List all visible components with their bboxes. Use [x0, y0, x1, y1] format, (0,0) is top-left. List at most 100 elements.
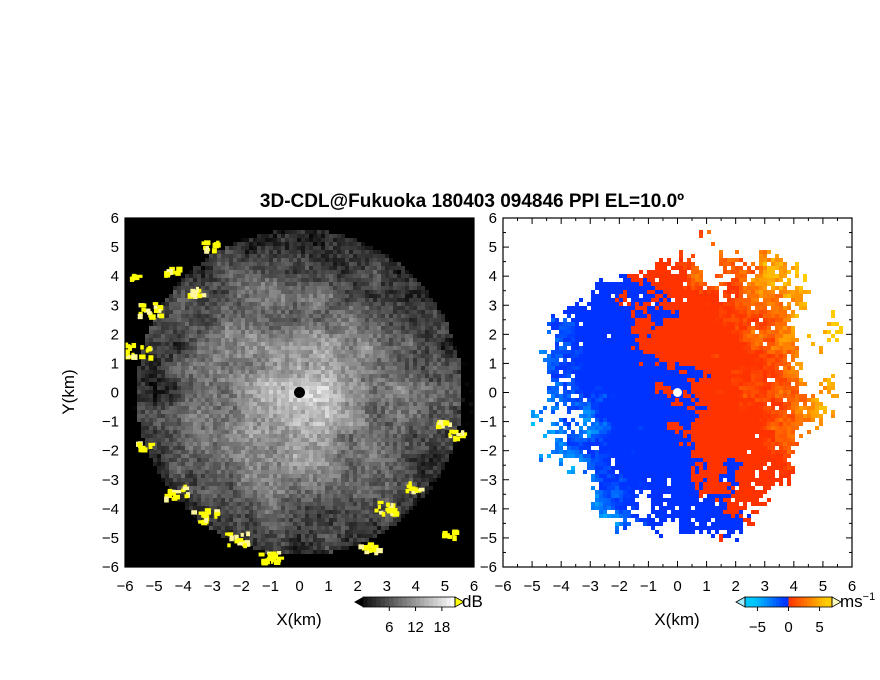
backscatter-cell — [361, 382, 365, 386]
backscatter-cell — [361, 262, 365, 266]
backscatter-cell — [421, 350, 425, 354]
backscatter-cell — [365, 314, 369, 318]
backscatter-cell — [413, 426, 417, 430]
backscatter-cell — [441, 266, 445, 270]
backscatter-cell — [345, 346, 349, 350]
backscatter-cell — [257, 242, 261, 246]
backscatter-cell — [293, 366, 297, 370]
backscatter-cell — [353, 390, 357, 394]
backscatter-cell — [293, 402, 297, 406]
backscatter-cell — [345, 290, 349, 294]
backscatter-cell — [465, 322, 469, 326]
backscatter-cell — [405, 230, 409, 234]
backscatter-cell — [341, 250, 345, 254]
backscatter-cell — [153, 334, 157, 338]
backscatter-cell — [425, 350, 429, 354]
backscatter-cell — [241, 302, 245, 306]
backscatter-cell — [185, 438, 189, 442]
backscatter-cell — [173, 242, 177, 246]
backscatter-cell — [189, 322, 193, 326]
backscatter-cell — [437, 438, 441, 442]
backscatter-cell — [253, 318, 257, 322]
backscatter-cell — [385, 326, 389, 330]
backscatter-cell — [265, 298, 269, 302]
backscatter-cell — [293, 270, 297, 274]
backscatter-cell — [433, 374, 437, 378]
backscatter-cell — [333, 394, 337, 398]
backscatter-cell — [361, 310, 365, 314]
backscatter-cell — [337, 366, 341, 370]
backscatter-cell — [221, 346, 225, 350]
backscatter-cell — [329, 378, 333, 382]
backscatter-cell — [261, 330, 265, 334]
backscatter-cell — [269, 250, 273, 254]
backscatter-cell — [197, 390, 201, 394]
backscatter-cell — [253, 418, 257, 422]
backscatter-cell — [369, 330, 373, 334]
backscatter-cell — [153, 414, 157, 418]
backscatter-cell — [449, 330, 453, 334]
backscatter-cell — [253, 394, 257, 398]
backscatter-cell — [433, 278, 437, 282]
backscatter-cell — [453, 362, 457, 366]
backscatter-cell — [337, 250, 341, 254]
backscatter-cell — [309, 222, 313, 226]
backscatter-cell — [293, 326, 297, 330]
backscatter-cell — [305, 422, 309, 426]
backscatter-cell — [317, 346, 321, 350]
backscatter-cell — [225, 330, 229, 334]
backscatter-cell — [373, 394, 377, 398]
backscatter-cell — [189, 442, 193, 446]
backscatter-cell — [453, 414, 457, 418]
backscatter-cell — [145, 226, 149, 230]
backscatter-cell — [161, 246, 165, 250]
backscatter-cell — [141, 414, 145, 418]
backscatter-cell — [229, 262, 233, 266]
backscatter-cell — [281, 286, 285, 290]
backscatter-cell — [265, 294, 269, 298]
backscatter-cell — [329, 226, 333, 230]
backscatter-cell — [265, 274, 269, 278]
backscatter-cell — [213, 274, 217, 278]
backscatter-cell — [313, 342, 317, 346]
backscatter-cell — [325, 322, 329, 326]
backscatter-cell — [189, 422, 193, 426]
backscatter-cell — [125, 394, 129, 398]
backscatter-cell — [145, 222, 149, 226]
backscatter-cell — [257, 398, 261, 402]
backscatter-cell — [377, 346, 381, 350]
backscatter-cell — [133, 418, 137, 422]
backscatter-cell — [469, 430, 473, 434]
backscatter-cell — [277, 418, 281, 422]
backscatter-cell — [149, 250, 153, 254]
backscatter-cell — [309, 226, 313, 230]
backscatter-cell — [245, 374, 249, 378]
backscatter-cell — [453, 290, 457, 294]
backscatter-cell — [465, 394, 469, 398]
backscatter-cell — [437, 302, 441, 306]
backscatter-cell — [457, 226, 461, 230]
backscatter-cell — [129, 410, 133, 414]
backscatter-cell — [217, 234, 221, 238]
backscatter-cell — [125, 370, 129, 374]
backscatter-cell — [449, 374, 453, 378]
backscatter-cell — [409, 294, 413, 298]
backscatter-cell — [281, 302, 285, 306]
backscatter-cell — [277, 406, 281, 410]
backscatter-cell — [313, 318, 317, 322]
backscatter-cell — [401, 322, 405, 326]
backscatter-cell — [249, 326, 253, 330]
backscatter-cell — [421, 330, 425, 334]
backscatter-cell — [377, 310, 381, 314]
backscatter-cell — [189, 298, 193, 302]
backscatter-cell — [397, 434, 401, 438]
backscatter-cell — [317, 230, 321, 234]
backscatter-cell — [413, 294, 417, 298]
backscatter-cell — [333, 390, 337, 394]
backscatter-cell — [369, 402, 373, 406]
backscatter-cell — [265, 338, 269, 342]
backscatter-cell — [369, 258, 373, 262]
backscatter-cell — [125, 298, 129, 302]
backscatter-cell — [217, 442, 221, 446]
backscatter-cell — [425, 434, 429, 438]
